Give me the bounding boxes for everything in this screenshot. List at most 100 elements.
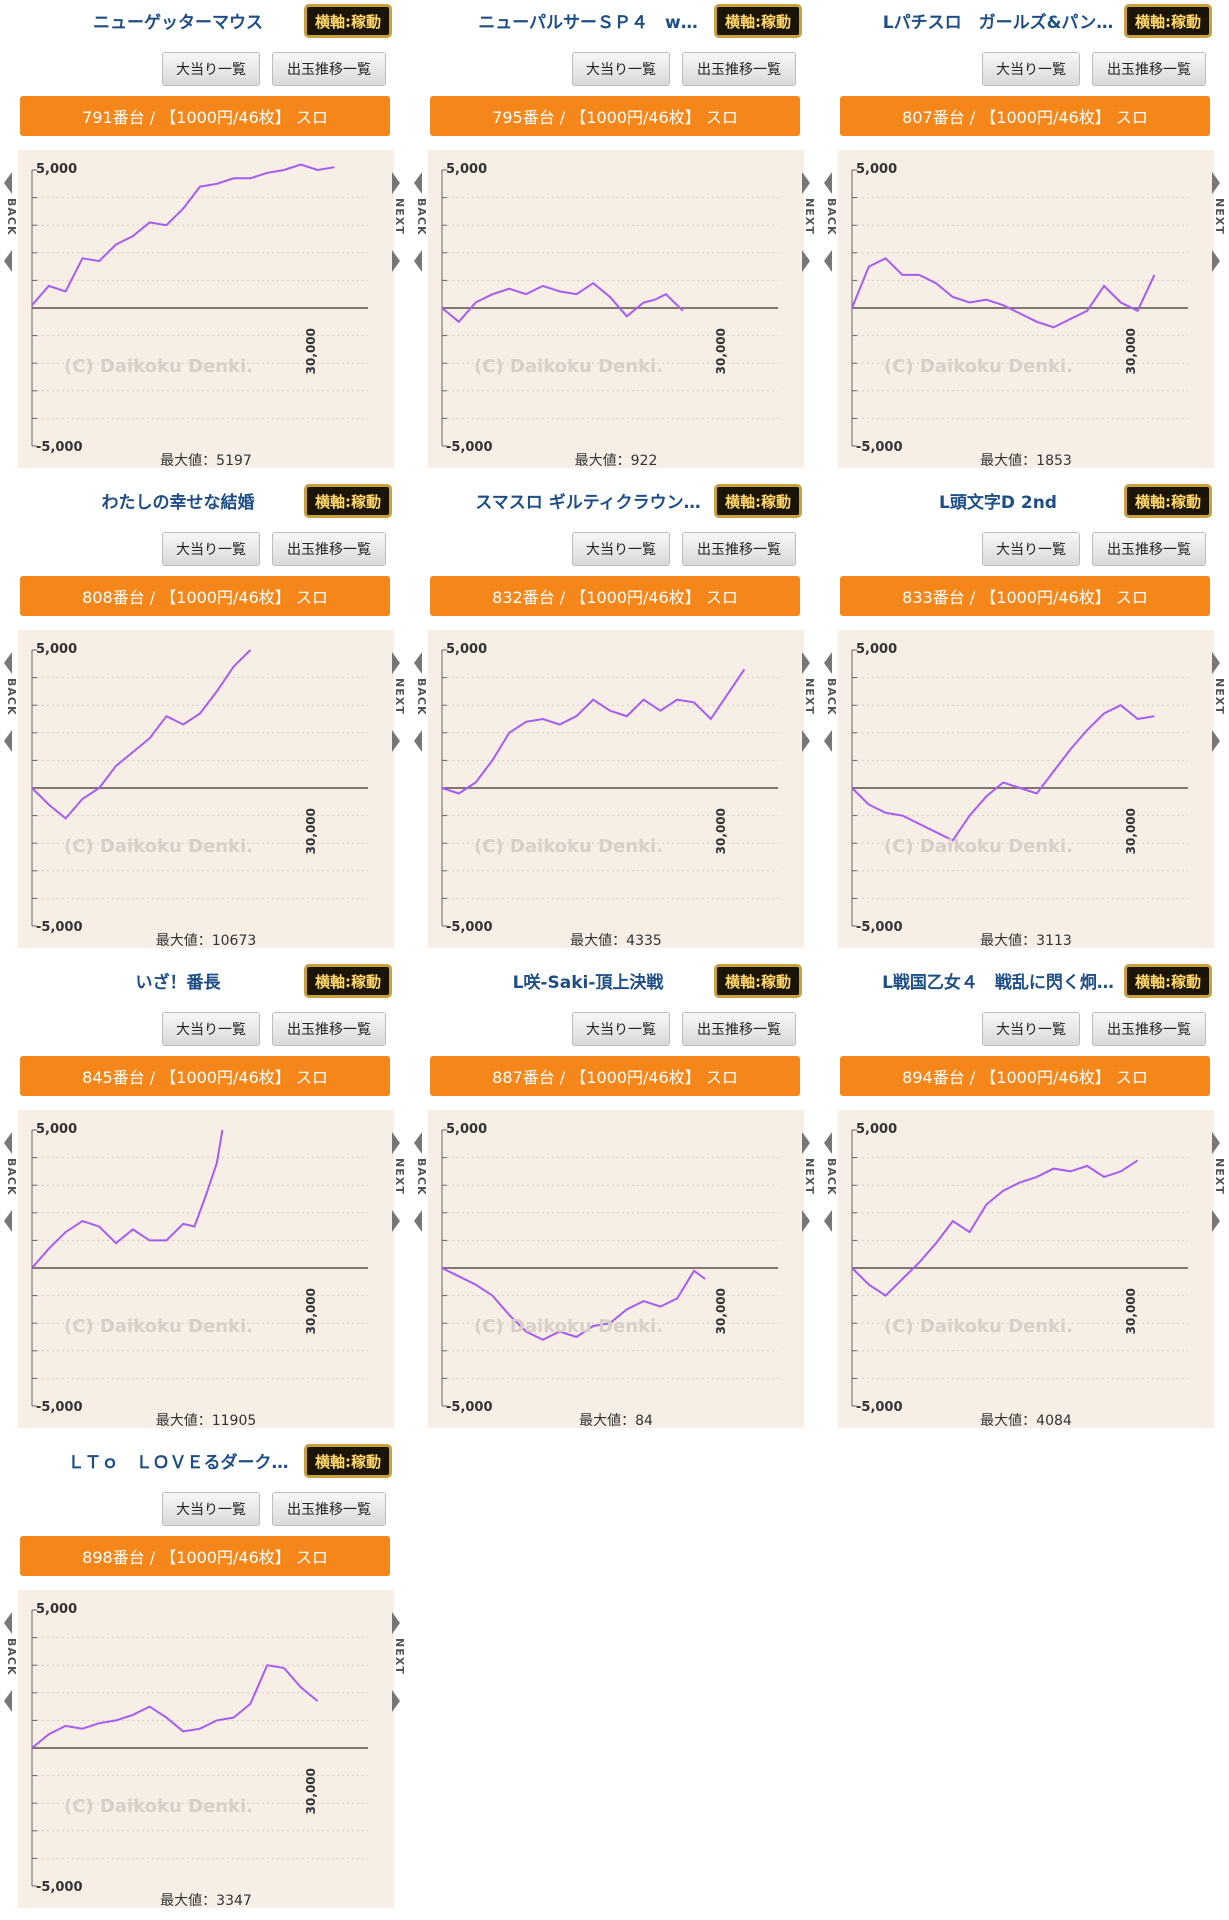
next-nav[interactable]: NEXT (390, 1612, 408, 1712)
machine-number-bar[interactable]: 832番台 / 【1000円/46枚】 スロ (430, 576, 800, 616)
next-nav[interactable]: NEXT (1210, 172, 1228, 272)
back-nav[interactable]: BACK (822, 1132, 840, 1232)
hits-list-button[interactable]: 大当り一覧 (982, 52, 1080, 86)
back-nav[interactable]: BACK (412, 172, 430, 272)
arrow-right-icon (1212, 172, 1220, 194)
machine-number-bar[interactable]: 795番台 / 【1000円/46枚】 スロ (430, 96, 800, 136)
machine-title[interactable]: L戦国乙女４ 戦乱に閃く炯… (882, 973, 1114, 993)
machine-title[interactable]: ＬＴｏ ＬＯＶＥるダーク… (67, 1453, 289, 1473)
status-badge[interactable]: 横軸:稼動 (304, 484, 392, 518)
max-value-label: 最大値：3113 (980, 933, 1072, 949)
trend-list-button[interactable]: 出玉推移一覧 (272, 52, 386, 86)
machine-title[interactable]: スマスロ ギルティクラウン… (475, 493, 701, 513)
status-badge[interactable]: 横軸:稼動 (1124, 964, 1212, 998)
hits-list-button[interactable]: 大当り一覧 (572, 1012, 670, 1046)
arrow-left-icon (414, 1132, 422, 1154)
hits-list-button[interactable]: 大当り一覧 (572, 532, 670, 566)
series-line (441, 281, 684, 324)
trend-list-button[interactable]: 出玉推移一覧 (272, 532, 386, 566)
back-nav[interactable]: BACK (2, 172, 20, 272)
next-nav[interactable]: NEXT (390, 652, 408, 752)
arrow-left-icon (4, 172, 12, 194)
machine-number-bar[interactable]: 833番台 / 【1000円/46枚】 スロ (840, 576, 1210, 616)
machine-card: ニューパルサーＳＰ４ w… 横軸:稼動 大当り一覧 出玉推移一覧 795番台 /… (414, 0, 824, 470)
next-nav[interactable]: NEXT (390, 1132, 408, 1232)
back-nav[interactable]: BACK (822, 652, 840, 752)
status-badge[interactable]: 横軸:稼動 (714, 484, 802, 518)
x-axis-max-label: 30,000 (1124, 1288, 1138, 1335)
status-badge[interactable]: 横軸:稼動 (304, 1444, 392, 1478)
y-axis-bottom-label: -5,000 (36, 1880, 83, 1895)
next-nav[interactable]: NEXT (800, 172, 818, 272)
trend-list-button[interactable]: 出玉推移一覧 (1092, 1012, 1206, 1046)
hits-list-button[interactable]: 大当り一覧 (572, 52, 670, 86)
status-badge[interactable]: 横軸:稼動 (304, 964, 392, 998)
machine-number-bar[interactable]: 807番台 / 【1000円/46枚】 スロ (840, 96, 1210, 136)
y-axis-bottom-label: -5,000 (446, 920, 493, 935)
back-nav[interactable]: BACK (2, 652, 20, 752)
machine-title[interactable]: いざ！番長 (135, 973, 221, 993)
hits-list-button[interactable]: 大当り一覧 (982, 1012, 1080, 1046)
hits-list-button[interactable]: 大当り一覧 (162, 1012, 260, 1046)
graph-svg (31, 649, 368, 927)
status-badge[interactable]: 横軸:稼動 (714, 964, 802, 998)
hits-list-button[interactable]: 大当り一覧 (982, 532, 1080, 566)
arrow-left-icon (4, 1210, 12, 1232)
trend-list-button[interactable]: 出玉推移一覧 (1092, 52, 1206, 86)
status-badge[interactable]: 横軸:稼動 (1124, 4, 1212, 38)
hits-list-button[interactable]: 大当り一覧 (162, 1492, 260, 1526)
next-label: NEXT (803, 198, 816, 235)
status-badge[interactable]: 横軸:稼動 (1124, 484, 1212, 518)
trend-list-button[interactable]: 出玉推移一覧 (682, 52, 796, 86)
y-axis-top-label: 5,000 (856, 642, 898, 657)
machine-card: L頭文字D 2nd 横軸:稼動 大当り一覧 出玉推移一覧 833番台 / 【10… (824, 480, 1229, 950)
next-label: NEXT (803, 1158, 816, 1195)
machine-number-bar[interactable]: 894番台 / 【1000円/46枚】 スロ (840, 1056, 1210, 1096)
trend-list-button[interactable]: 出玉推移一覧 (682, 532, 796, 566)
y-axis-top-label: 5,000 (36, 162, 78, 177)
next-nav[interactable]: NEXT (1210, 1132, 1228, 1232)
machine-number-bar[interactable]: 791番台 / 【1000円/46枚】 スロ (20, 96, 390, 136)
arrow-left-icon (4, 652, 12, 674)
hits-list-button[interactable]: 大当り一覧 (162, 52, 260, 86)
back-nav[interactable]: BACK (822, 172, 840, 272)
machine-title[interactable]: わたしの幸せな結婚 (101, 493, 255, 513)
arrow-left-icon (824, 730, 832, 752)
arrow-right-icon (1212, 250, 1220, 272)
trend-list-button[interactable]: 出玉推移一覧 (682, 1012, 796, 1046)
back-nav[interactable]: BACK (412, 1132, 430, 1232)
machine-title[interactable]: Lパチスロ ガールズ&パン… (882, 13, 1114, 33)
trend-list-button[interactable]: 出玉推移一覧 (272, 1492, 386, 1526)
next-nav[interactable]: NEXT (800, 1132, 818, 1232)
y-axis-top-label: 5,000 (36, 1602, 78, 1617)
machine-number-bar[interactable]: 808番台 / 【1000円/46枚】 スロ (20, 576, 390, 616)
back-nav[interactable]: BACK (2, 1612, 20, 1712)
machine-number-bar[interactable]: 898番台 / 【1000円/46枚】 スロ (20, 1536, 390, 1576)
status-badge[interactable]: 横軸:稼動 (714, 4, 802, 38)
next-label: NEXT (803, 678, 816, 715)
machine-title[interactable]: ニューパルサーＳＰ４ w… (478, 13, 698, 33)
machine-title[interactable]: ニューゲッターマウス (93, 13, 263, 33)
arrow-left-icon (4, 1690, 12, 1712)
y-axis-top-label: 5,000 (446, 1122, 488, 1137)
series-line (31, 163, 335, 306)
back-nav[interactable]: BACK (412, 652, 430, 752)
machine-title[interactable]: L頭文字D 2nd (939, 493, 1057, 513)
machine-card: Lパチスロ ガールズ&パン… 横軸:稼動 大当り一覧 出玉推移一覧 807番台 … (824, 0, 1229, 470)
trend-list-button[interactable]: 出玉推移一覧 (272, 1012, 386, 1046)
graph-panel: BACK NEXT 5,000 -5,000 30,000 (C) Daikok… (414, 1110, 816, 1429)
back-nav[interactable]: BACK (2, 1132, 20, 1232)
machine-number-bar[interactable]: 887番台 / 【1000円/46枚】 スロ (430, 1056, 800, 1096)
graph-panel: BACK NEXT 5,000 -5,000 30,000 (C) Daikok… (4, 630, 406, 949)
trend-list-button[interactable]: 出玉推移一覧 (1092, 532, 1206, 566)
machine-title[interactable]: L咲-Saki-頂上決戦 (512, 973, 664, 993)
status-badge[interactable]: 横軸:稼動 (304, 4, 392, 38)
hits-list-button[interactable]: 大当り一覧 (162, 532, 260, 566)
next-nav[interactable]: NEXT (1210, 652, 1228, 752)
next-nav[interactable]: NEXT (390, 172, 408, 272)
next-nav[interactable]: NEXT (800, 652, 818, 752)
machine-card: いざ！番長 横軸:稼動 大当り一覧 出玉推移一覧 845番台 / 【1000円/… (4, 960, 414, 1430)
back-label: BACK (825, 1158, 838, 1196)
machine-number-bar[interactable]: 845番台 / 【1000円/46枚】 スロ (20, 1056, 390, 1096)
